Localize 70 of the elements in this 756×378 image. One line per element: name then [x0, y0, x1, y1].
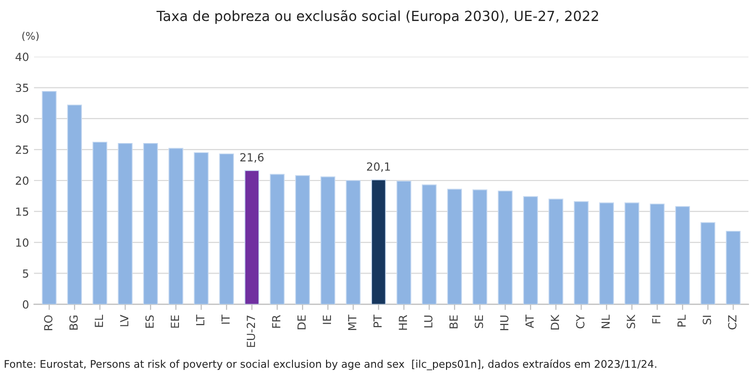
bar [244, 170, 260, 304]
x-tick-label: RO [44, 315, 52, 330]
x-tick-label: BG [69, 316, 78, 330]
y-tick-label: 15 [16, 208, 28, 216]
x-tick-label: ES [145, 315, 154, 328]
bar [67, 104, 82, 304]
x-tick-label: LU [424, 316, 432, 328]
x-tick-label: PL [678, 314, 686, 327]
x-tick-label: MT [348, 314, 356, 330]
bar [523, 196, 538, 304]
bar [548, 198, 564, 304]
x-tick-label: SI [702, 316, 712, 324]
bar [396, 180, 412, 304]
x-tick-label: HU [500, 316, 508, 330]
bar [270, 174, 285, 304]
x-tick-label: FR [272, 315, 280, 328]
x-tick-label: FI [652, 316, 660, 324]
chart-title: Taxa de pobreza ou exclusão social (Europa 2030), UE-27, 2022 [156, 10, 598, 24]
y-tick-label: 0 [22, 300, 28, 309]
y-axis-title: (%) [22, 32, 39, 42]
data-label: 20,1 [367, 162, 390, 172]
bar [219, 153, 234, 304]
x-tick-label: HR [398, 315, 407, 330]
x-tick-label: CY [576, 314, 584, 328]
x-tick-label: DE [298, 315, 306, 330]
x-tick-label: AT [526, 314, 534, 328]
x-tick-label: IE [322, 315, 331, 324]
bar [168, 148, 184, 304]
bar [700, 222, 716, 304]
bar [726, 230, 741, 304]
x-tick-label: EE [170, 315, 179, 328]
x-tick-label: SE [474, 315, 484, 328]
bar [650, 204, 665, 304]
bar [447, 188, 462, 304]
x-tick-label: NL [602, 314, 610, 328]
x-tick-label: BE [450, 315, 458, 328]
x-tick-label: PT [374, 314, 382, 328]
bar [118, 142, 133, 304]
bar [371, 179, 386, 304]
bar [675, 206, 690, 304]
bar [574, 201, 589, 304]
bar [143, 142, 158, 304]
y-tick-label: 25 [16, 146, 28, 154]
data-label: 21,6 [240, 153, 264, 163]
x-tick-label: LV [120, 314, 128, 326]
bar [92, 142, 108, 304]
x-tick-label: IT [222, 314, 230, 324]
bar [346, 180, 361, 304]
bar [42, 90, 57, 304]
y-tick-label: 20 [16, 176, 28, 185]
x-tick-label: SK [626, 314, 636, 328]
x-tick-label: CZ [728, 315, 736, 330]
y-tick-label: 35 [16, 84, 28, 92]
bar [624, 202, 640, 304]
y-tick-label: 10 [16, 238, 28, 247]
source-note: Fonte: Eurostat, Persons at risk of poverty or social exclusion by age and sex [ilc_peps01n], dados extraídos em 2023/11/24. [4, 359, 656, 370]
x-tick-label: EU-27 [246, 316, 256, 347]
x-tick-label: LT [196, 314, 204, 326]
bar [422, 184, 437, 304]
bar [194, 152, 209, 304]
bar [472, 189, 488, 304]
y-tick-label: 40 [16, 52, 28, 62]
bar [320, 176, 336, 304]
y-tick-label: 30 [16, 114, 28, 123]
bar [599, 202, 614, 304]
bar [498, 190, 513, 304]
x-tick-label: EL [94, 314, 103, 327]
y-tick-label: 5 [22, 269, 28, 278]
bar [295, 175, 310, 304]
x-tick-label: DK [550, 314, 559, 330]
